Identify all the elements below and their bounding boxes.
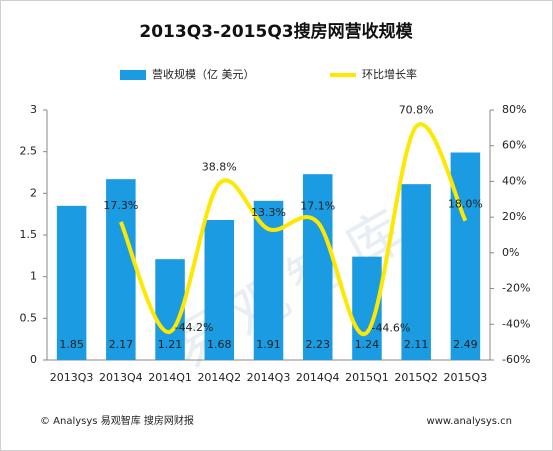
bar [450,152,481,360]
bar-label: 1.85 [59,338,84,351]
line-label: 70.8% [399,103,434,116]
bar [106,179,136,360]
y2-tick-label: 20% [502,210,526,223]
y2-tick-label: -60% [502,353,530,366]
bar-label: 2.17 [109,338,134,351]
x-tick-label: 2014Q1 [148,371,192,384]
y-tick-label: 0 [30,353,37,366]
legend-label: 营收规模（亿 美元） [152,67,255,81]
x-tick-label: 2014Q4 [296,371,340,384]
y-tick-label: 0.5 [20,311,38,324]
bar [302,174,333,360]
y2-tick-label: -40% [502,317,530,330]
line-label: -44.6% [371,322,410,335]
bar-label: 1.91 [256,338,281,351]
y2-tick-label: 40% [502,174,526,187]
legend-label: 环比增长率 [362,67,417,81]
line-label: 13.3% [251,206,286,219]
bar-label: 1.21 [158,338,183,351]
y-tick-label: 2.5 [20,145,38,158]
x-tick-label: 2015Q1 [345,371,389,384]
bar-label: 1.68 [207,338,232,351]
bar [253,200,284,360]
chart-title: 2013Q3-2015Q3搜房网营收规模 [139,21,413,42]
y-tick-label: 1.5 [20,228,38,241]
bar-label: 2.11 [404,338,429,351]
y-tick-label: 3 [30,103,37,116]
footer-right: www.analysys.cn [427,416,512,427]
x-tick-label: 2013Q4 [99,371,143,384]
x-tick-label: 2014Q3 [247,371,291,384]
x-tick-label: 2013Q3 [50,371,94,384]
y-tick-label: 1 [30,270,37,283]
y2-tick-label: -20% [502,282,530,295]
bar [401,184,431,360]
x-tick-label: 2015Q2 [394,371,438,384]
bar-label: 2.23 [305,338,330,351]
bar [204,220,235,360]
bar-label: 1.24 [355,338,380,351]
line-label: 18.0% [448,198,483,211]
y2-tick-label: 0% [502,246,519,259]
line-label: -44.2% [175,321,214,334]
x-tick-label: 2014Q2 [197,371,241,384]
line-label: 17.1% [300,199,335,212]
line-label: 38.8% [202,161,237,174]
x-tick-label: 2015Q3 [444,371,488,384]
legend-swatch [120,70,146,80]
line [118,122,468,337]
bar [56,205,87,360]
line-label: 17.3% [103,199,138,212]
y2-tick-label: 60% [502,139,526,152]
bar-label: 2.49 [453,338,478,351]
y-tick-label: 2 [30,186,37,199]
y2-tick-label: 80% [502,103,526,116]
footer-left: © Analysys 易观智库 搜房网财报 [40,414,194,427]
